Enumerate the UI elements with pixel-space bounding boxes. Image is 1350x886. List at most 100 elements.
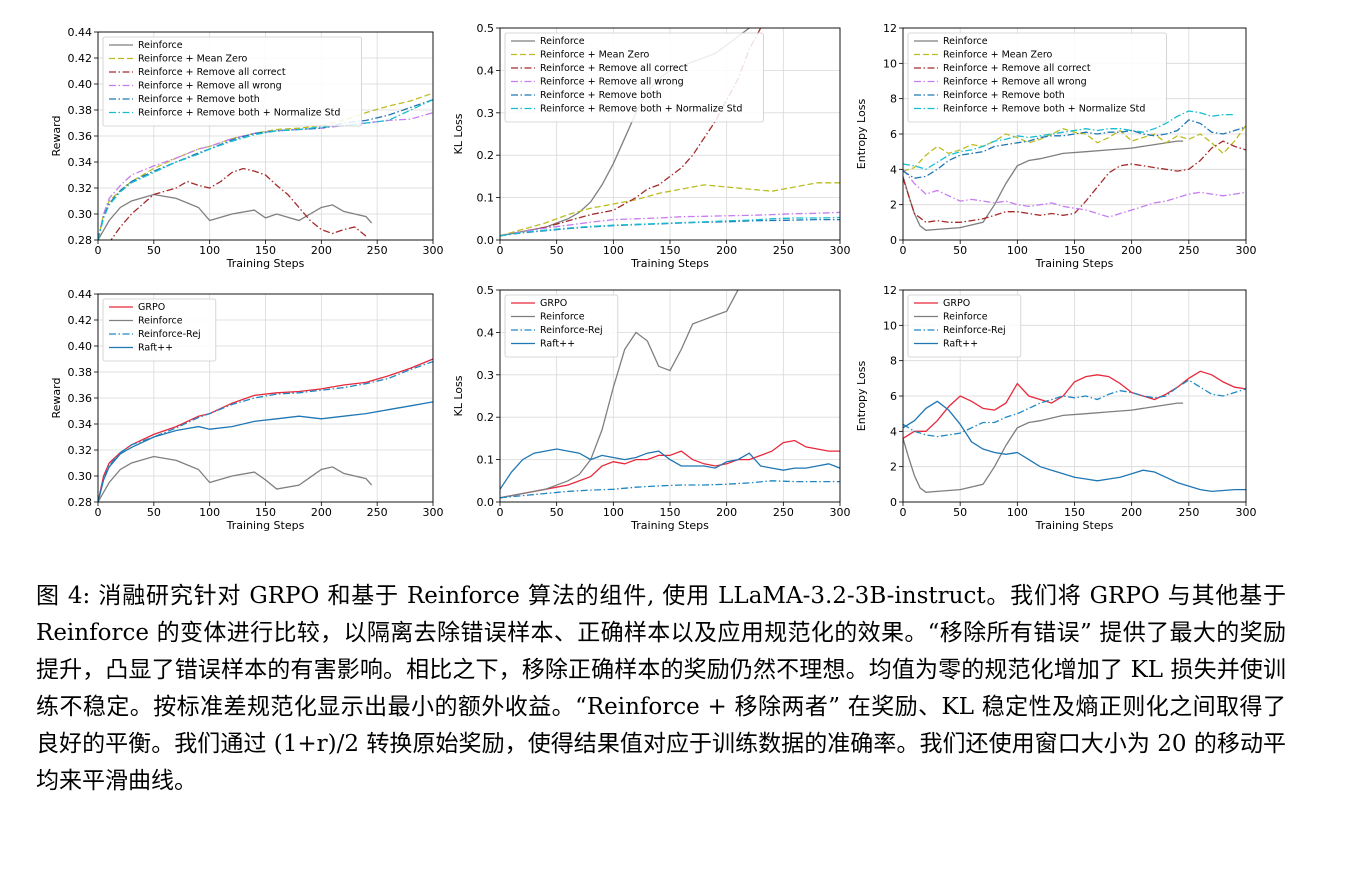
x-tick-label: 200 bbox=[716, 244, 737, 257]
x-tick-label: 200 bbox=[311, 506, 332, 519]
series-line-reinforce bbox=[903, 140, 1184, 231]
y-tick-label: 0.5 bbox=[477, 284, 495, 297]
x-tick-label: 200 bbox=[716, 506, 737, 519]
x-tick-label: 150 bbox=[660, 244, 681, 257]
series-line-reinforce-remove-all-wrong bbox=[500, 211, 840, 237]
series-line-grpo bbox=[903, 370, 1246, 439]
y-tick-label: 0.38 bbox=[68, 104, 93, 117]
x-axis-label: Training Steps bbox=[1035, 519, 1114, 532]
legend-label: Reinforce + Mean Zero bbox=[540, 50, 650, 61]
top-entropy-frame bbox=[902, 27, 1247, 241]
legend-box bbox=[907, 294, 1022, 358]
series-line-reinforce-mean-zero bbox=[903, 124, 1246, 172]
series-line-reinforce bbox=[500, 290, 739, 499]
series-line-raft- bbox=[500, 448, 840, 490]
x-tick-label: 300 bbox=[1236, 506, 1257, 519]
y-tick-label: 0.40 bbox=[68, 340, 93, 353]
x-tick-label: 300 bbox=[423, 244, 444, 257]
x-tick-label: 150 bbox=[1064, 506, 1085, 519]
y-tick-label: 0.28 bbox=[68, 234, 93, 247]
y-tick-label: 0.2 bbox=[477, 149, 495, 162]
x-tick-label: 100 bbox=[1007, 244, 1028, 257]
x-tick-label: 50 bbox=[147, 244, 161, 257]
y-tick-label: 0.32 bbox=[68, 444, 93, 457]
x-tick-label: 250 bbox=[367, 244, 388, 257]
x-tick-label: 250 bbox=[367, 506, 388, 519]
series-line-reinforce-remove-both-normalize-std bbox=[500, 216, 840, 237]
y-tick-label: 6 bbox=[890, 390, 897, 403]
legend-box bbox=[504, 294, 619, 358]
y-tick-label: 0.4 bbox=[477, 64, 495, 77]
x-tick-label: 50 bbox=[953, 244, 967, 257]
legend-label: Reinforce + Remove all wrong bbox=[943, 77, 1087, 88]
x-tick-label: 100 bbox=[603, 244, 624, 257]
x-tick-label: 300 bbox=[830, 244, 851, 257]
y-tick-label: 0.5 bbox=[477, 22, 495, 35]
legend-label: Reinforce-Rej bbox=[540, 325, 603, 336]
y-tick-label: 0.2 bbox=[477, 411, 495, 424]
legend-label: Raft++ bbox=[540, 339, 575, 350]
legend-label: Reinforce bbox=[540, 36, 585, 47]
y-tick-label: 0.4 bbox=[477, 326, 495, 339]
x-axis-label: Training Steps bbox=[630, 257, 709, 270]
y-tick-label: 6 bbox=[890, 128, 897, 141]
y-tick-label: 8 bbox=[890, 355, 897, 368]
x-tick-label: 300 bbox=[830, 506, 851, 519]
y-tick-label: 0.34 bbox=[68, 156, 93, 169]
legend-label: Reinforce bbox=[540, 312, 585, 323]
series-line-reinforce-remove-all-wrong bbox=[98, 111, 433, 240]
y-tick-label: 0.32 bbox=[68, 182, 93, 195]
x-tick-label: 0 bbox=[497, 506, 504, 519]
y-axis-label: Entropy Loss bbox=[855, 361, 868, 432]
bottom-reward-panel: 0 50 100 150 200 250 300 0.28 0.30 0.32 0.34 0.36 0.… bbox=[50, 288, 444, 532]
legend-label: Reinforce bbox=[138, 40, 183, 51]
x-tick-label: 250 bbox=[1178, 506, 1199, 519]
x-tick-label: 150 bbox=[660, 506, 681, 519]
y-tick-label: 2 bbox=[890, 461, 897, 474]
series-line-reinforce-rej bbox=[98, 360, 433, 502]
series-line-reinforce-remove-both-normalize-std bbox=[98, 99, 433, 240]
y-axis-label: Reward bbox=[50, 378, 63, 419]
x-tick-label: 100 bbox=[199, 244, 220, 257]
y-tick-label: 0.1 bbox=[477, 454, 495, 467]
x-tick-label: 150 bbox=[1064, 244, 1085, 257]
legend-box bbox=[907, 32, 1167, 123]
y-tick-label: 0.30 bbox=[68, 470, 93, 483]
top-entropy-panel: 0 50 100 150 200 250 300 0 2 4 6 8 10 12 Training Step… bbox=[855, 22, 1257, 270]
bottom-kl-panel: 0 50 100 150 200 250 300 0.0 0.1 0.2 0.3 0.4 0.5 Trai… bbox=[452, 284, 851, 532]
x-tick-label: 50 bbox=[953, 506, 967, 519]
y-tick-label: 0 bbox=[890, 496, 897, 509]
series-line-reinforce-remove-all-correct bbox=[500, 28, 762, 237]
y-tick-label: 0.0 bbox=[477, 234, 495, 247]
legend-label: GRPO bbox=[540, 298, 567, 309]
legend-label: Reinforce + Remove all wrong bbox=[138, 81, 282, 92]
caption-label: 图 4: bbox=[36, 583, 91, 609]
legend-label: Reinforce + Mean Zero bbox=[138, 54, 248, 65]
y-tick-label: 2 bbox=[890, 199, 897, 212]
x-tick-label: 0 bbox=[900, 506, 907, 519]
y-tick-label: 8 bbox=[890, 93, 897, 106]
y-tick-label: 0.38 bbox=[68, 366, 93, 379]
y-axis-label: KL Loss bbox=[452, 113, 465, 154]
y-tick-label: 10 bbox=[883, 319, 897, 332]
legend-box bbox=[504, 32, 764, 123]
series-line-reinforce bbox=[98, 455, 373, 502]
top-kl-frame bbox=[499, 27, 841, 241]
x-tick-label: 200 bbox=[1121, 506, 1142, 519]
legend-label: Reinforce bbox=[138, 316, 183, 327]
figure-caption: 图 4: 消融研究针对 GRPO 和基于 Reinforce 算法的组件, 使用… bbox=[36, 578, 1286, 800]
x-tick-label: 0 bbox=[900, 244, 907, 257]
series-line-reinforce-remove-all-correct bbox=[110, 167, 367, 240]
x-tick-label: 100 bbox=[199, 506, 220, 519]
x-tick-label: 0 bbox=[497, 244, 504, 257]
legend-label: Reinforce + Remove all correct bbox=[943, 63, 1091, 74]
x-tick-label: 300 bbox=[1236, 244, 1257, 257]
legend-label: Reinforce + Mean Zero bbox=[943, 50, 1053, 61]
legend-label: Raft++ bbox=[943, 339, 978, 350]
caption-text: 消融研究针对 GRPO 和基于 Reinforce 算法的组件, 使用 LLaM… bbox=[36, 583, 1286, 794]
legend-label: GRPO bbox=[943, 298, 970, 309]
legend-label: Reinforce + Remove both + Normalize Std bbox=[943, 104, 1145, 115]
x-tick-label: 200 bbox=[1121, 244, 1142, 257]
bottom-reward-frame bbox=[97, 293, 434, 503]
y-tick-label: 0.36 bbox=[68, 130, 93, 143]
